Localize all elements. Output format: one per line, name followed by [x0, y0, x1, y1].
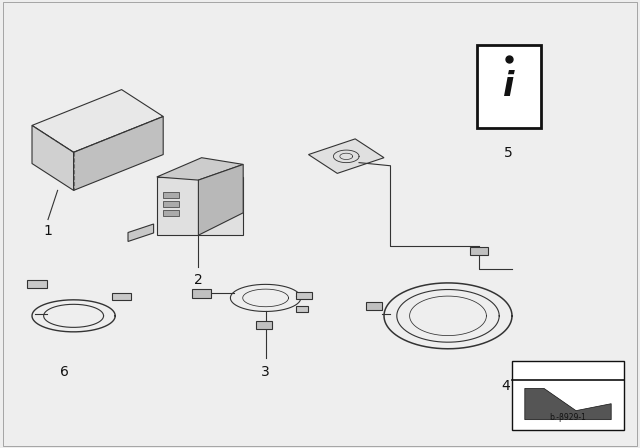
Polygon shape: [112, 293, 131, 300]
FancyBboxPatch shape: [163, 210, 179, 216]
Text: 2: 2: [194, 273, 203, 287]
Polygon shape: [256, 321, 272, 329]
FancyBboxPatch shape: [163, 192, 179, 198]
Text: b.-β929-1: b.-β929-1: [550, 413, 586, 422]
Polygon shape: [198, 164, 243, 235]
FancyBboxPatch shape: [512, 361, 624, 430]
Polygon shape: [296, 292, 312, 299]
FancyBboxPatch shape: [477, 45, 541, 128]
Text: 4: 4: [501, 379, 510, 392]
Polygon shape: [308, 139, 384, 173]
Polygon shape: [32, 90, 163, 152]
FancyBboxPatch shape: [163, 201, 179, 207]
Text: 1: 1: [44, 224, 52, 238]
Text: i: i: [503, 70, 515, 103]
Polygon shape: [192, 289, 211, 298]
Polygon shape: [27, 280, 47, 288]
Polygon shape: [128, 224, 154, 241]
Text: 3: 3: [261, 365, 270, 379]
Polygon shape: [74, 116, 163, 190]
Polygon shape: [525, 388, 611, 420]
Text: 6: 6: [60, 365, 68, 379]
Text: 5: 5: [504, 146, 513, 159]
Polygon shape: [366, 302, 382, 310]
Polygon shape: [157, 158, 243, 180]
Polygon shape: [32, 125, 74, 190]
Polygon shape: [296, 306, 308, 312]
Polygon shape: [470, 247, 488, 255]
FancyBboxPatch shape: [157, 177, 243, 235]
